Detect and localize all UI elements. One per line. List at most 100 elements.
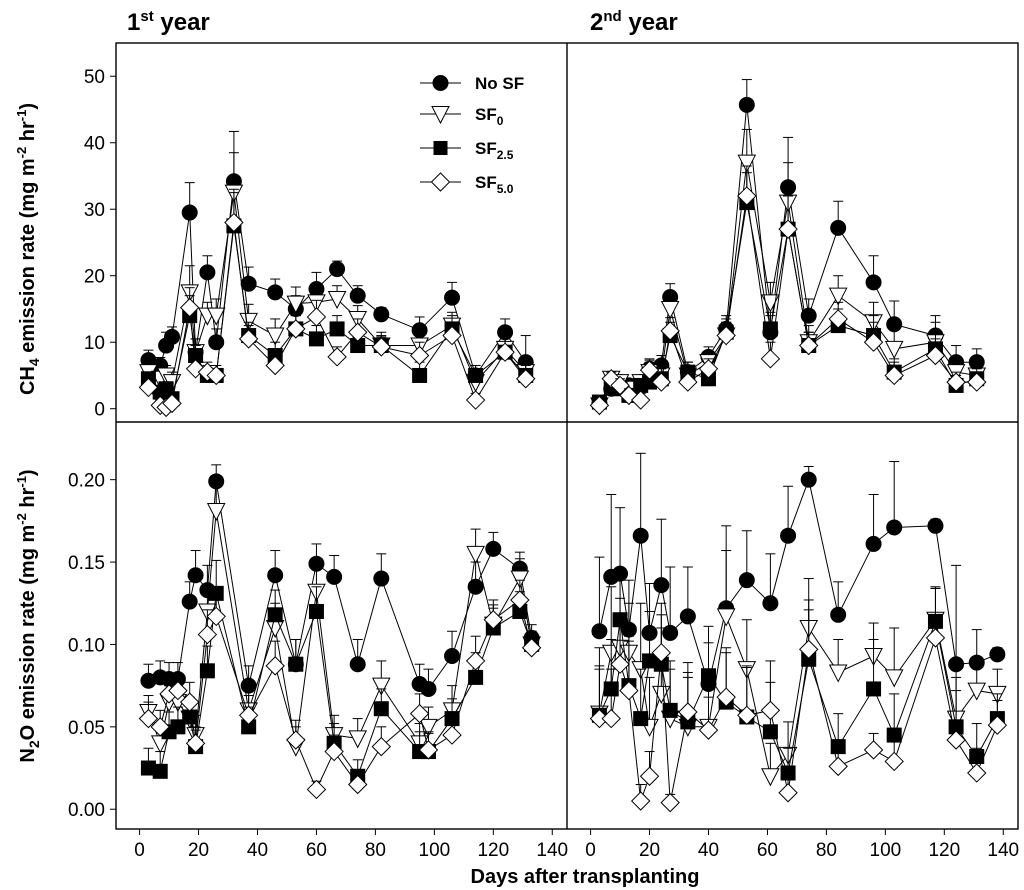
series-line-sf2-5 — [598, 619, 998, 775]
data-point-no-sf — [181, 593, 198, 610]
data-point-sf0 — [206, 502, 226, 522]
data-point-sf5-0 — [348, 774, 368, 795]
y-tick-label: 0.15 — [68, 553, 105, 574]
series-line-sf5-0 — [148, 599, 533, 791]
data-point-sf0 — [419, 718, 438, 737]
data-point-sf5-0 — [371, 736, 392, 757]
data-point-sf5-0 — [327, 347, 347, 367]
data-point-sf5-0 — [760, 700, 781, 721]
data-point-sf5-0 — [179, 297, 200, 318]
data-point-no-sf — [267, 284, 284, 301]
data-point-sf0 — [828, 664, 848, 683]
series-line-no-sf — [598, 477, 998, 686]
data-point-sf5-0 — [925, 628, 946, 648]
data-point-sf2-5 — [412, 367, 428, 383]
data-point-sf5-0 — [465, 390, 486, 410]
data-point-sf5-0 — [778, 783, 798, 803]
series-line-sf0 — [598, 614, 998, 778]
x-tick-label: 100 — [419, 840, 451, 861]
data-point-sf2-5 — [866, 681, 882, 697]
data-point-sf5-0 — [483, 610, 504, 630]
data-point-sf5-0 — [224, 212, 244, 233]
data-point-sf0 — [371, 677, 391, 696]
data-point-sf5-0 — [442, 725, 462, 745]
data-point-sf5-0 — [238, 705, 259, 726]
data-point-sf5-0 — [324, 741, 344, 762]
x-tick-label: 20 — [639, 840, 660, 861]
data-point-sf5-0 — [678, 372, 698, 392]
data-point-no-sf — [738, 572, 755, 589]
chart-panels: 0 10 20 30 40 50 0.00 0.05 0.10 0.15 0.20 0 20 40 60 80… — [68, 67, 1019, 861]
data-point-sf0 — [967, 682, 987, 701]
ch4-y-axis-title: CH4 emission rate (mg m-2 hr-1) — [14, 103, 42, 395]
series-line-no-sf — [148, 481, 533, 690]
x-tick-label: 80 — [365, 840, 386, 861]
data-point-sf5-0 — [371, 337, 392, 357]
x-tick-label: 40 — [698, 840, 719, 861]
panel-3-marks — [138, 464, 542, 800]
data-point-no-sf — [780, 527, 797, 544]
data-point-no-sf — [349, 656, 366, 673]
x-tick-label: 120 — [928, 840, 960, 861]
data-point-sf2-5 — [662, 702, 678, 718]
x-tick-label: 80 — [816, 840, 837, 861]
data-point-sf5-0 — [828, 756, 848, 777]
y-tick-label: 0 — [94, 400, 105, 421]
y-tick-label: 0.10 — [68, 635, 105, 656]
data-point-no-sf — [800, 471, 817, 488]
data-point-sf5-0 — [162, 393, 182, 414]
panel-2-marks — [589, 79, 987, 416]
data-point-sf5-0 — [651, 372, 672, 392]
data-point-sf5-0 — [760, 349, 781, 369]
data-point-sf5-0 — [138, 708, 159, 729]
x-tick-label: 20 — [188, 840, 209, 861]
data-point-sf5-0 — [409, 703, 430, 724]
data-point-sf5-0 — [610, 375, 630, 396]
data-point-sf5-0 — [286, 730, 306, 750]
data-point-sf5-0 — [465, 651, 486, 671]
data-point-sf0 — [327, 290, 347, 310]
data-point-no-sf — [989, 646, 1006, 663]
data-point-sf5-0 — [737, 186, 757, 206]
legend-label-sf50: SF5.0 — [475, 173, 514, 196]
y-tick-label: 0.20 — [68, 471, 105, 492]
data-point-sf5-0 — [516, 369, 536, 389]
data-point-sf0 — [206, 307, 226, 326]
data-point-no-sf — [187, 567, 204, 584]
data-point-sf5-0 — [828, 309, 848, 329]
data-point-no-sf — [373, 570, 390, 587]
data-point-sf5-0 — [197, 624, 218, 645]
data-point-no-sf — [267, 567, 284, 584]
data-point-sf5-0 — [630, 791, 651, 811]
data-point-sf5-0 — [884, 365, 904, 386]
x-tick-label: 0 — [134, 840, 145, 861]
data-point-sf0 — [660, 300, 680, 320]
data-point-sf2-5 — [373, 701, 389, 717]
panel-1: 0 10 20 30 40 50 — [84, 67, 116, 421]
data-point-sf0 — [265, 327, 285, 346]
data-point-no-sf — [420, 680, 437, 697]
panel-title-year-2: 2nd year — [590, 8, 678, 36]
data-point-sf5-0 — [601, 708, 621, 729]
data-point-sf5-0 — [306, 307, 327, 327]
data-point-no-sf — [738, 96, 755, 113]
panel-4: 0 20 40 60 80 100 120 140 — [585, 829, 1019, 861]
data-point-sf5-0 — [610, 654, 630, 674]
data-point-no-sf — [762, 595, 779, 612]
data-point-sf5-0 — [660, 321, 680, 341]
data-point-sf2-5 — [700, 668, 716, 684]
data-point-sf5-0 — [863, 740, 884, 760]
data-point-sf0 — [510, 570, 530, 589]
data-point-no-sf — [208, 334, 225, 351]
data-point-sf0 — [884, 340, 904, 359]
data-point-sf2-5 — [182, 709, 198, 725]
data-point-sf5-0 — [967, 763, 987, 783]
data-point-sf5-0 — [286, 319, 306, 339]
data-point-sf5-0 — [619, 680, 639, 701]
data-point-sf0 — [761, 768, 780, 787]
data-point-sf5-0 — [660, 792, 680, 813]
data-point-sf5-0 — [589, 395, 610, 416]
legend-label-sf25: SF2.5 — [475, 139, 514, 162]
data-point-sf5-0 — [884, 751, 904, 772]
